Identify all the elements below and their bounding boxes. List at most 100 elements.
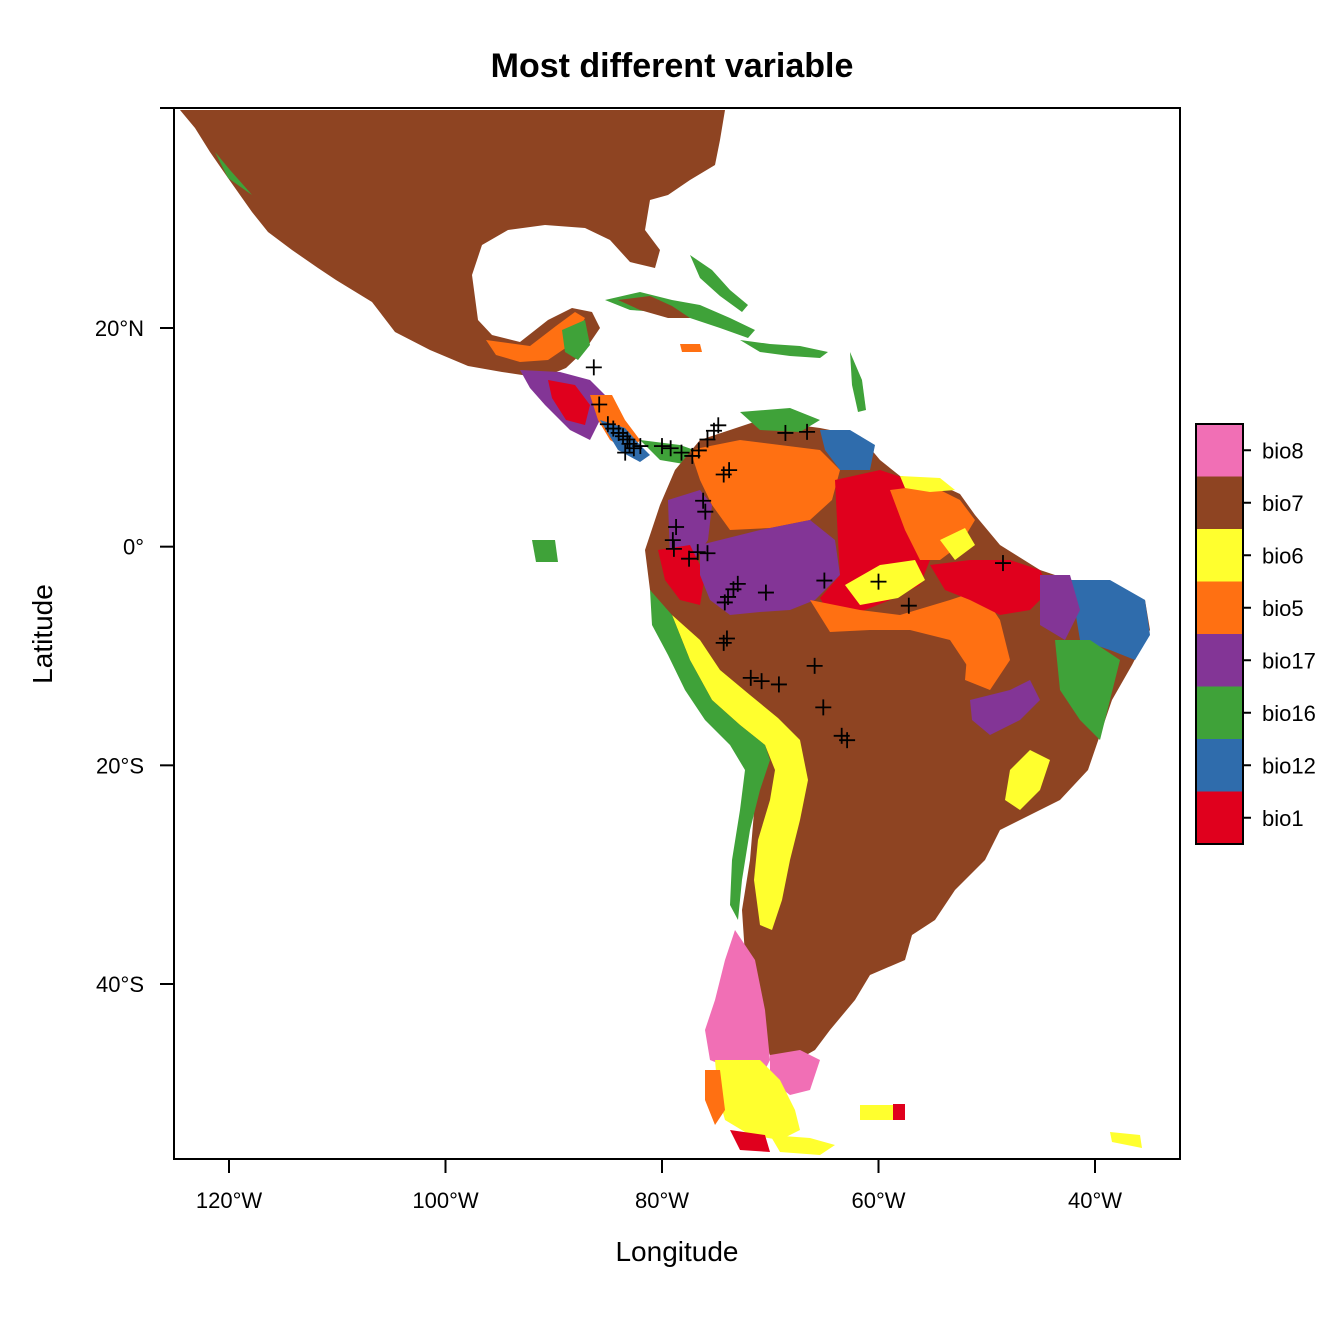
plot-frame	[173, 107, 1181, 1160]
legend-swatch-bio7	[1196, 476, 1243, 529]
region-central-brazil-bio5	[965, 620, 1010, 690]
legend-label-bio7: bio7	[1262, 491, 1304, 516]
legend-label-bio1: bio1	[1262, 806, 1304, 831]
legend-label-bio16: bio16	[1262, 701, 1316, 726]
occurrence-point	[757, 584, 774, 601]
occurrence-point	[617, 444, 634, 461]
occurrence-point	[994, 555, 1011, 572]
occurrence-point	[625, 440, 642, 457]
region-hispaniola-bio16	[740, 340, 828, 358]
x-tick-label: 100°W	[412, 1188, 479, 1213]
region-andes-bio16	[650, 590, 770, 920]
map-raster	[180, 110, 1150, 1155]
region-amazon-south-bio5	[810, 590, 1000, 670]
x-tick-label: 120°W	[196, 1188, 263, 1213]
chart-title: Most different variable	[491, 47, 854, 85]
region-colombia-bio5	[690, 440, 840, 530]
occurrence-point	[664, 532, 681, 549]
region-ecuador-bio1	[658, 545, 705, 605]
region-antilles-bio16	[850, 352, 866, 412]
occurrence-point	[742, 669, 759, 686]
region-galapagos-bio16	[532, 540, 558, 562]
occurrence-point	[621, 435, 638, 452]
region-venezuela-bio12	[820, 430, 875, 470]
legend-frame	[1195, 423, 1244, 845]
x-axis: 120°W 100°W 80°W 60°W 40°W	[196, 1159, 1122, 1213]
x-tick-label: 40°W	[1068, 1188, 1122, 1213]
occurrence-point	[777, 424, 794, 441]
occurrence-point	[870, 573, 887, 590]
occurrence-point	[716, 594, 733, 611]
y-tick-label: 20°S	[96, 753, 144, 778]
region-brazil-coast-bio6	[1005, 750, 1050, 810]
region-patagonia-bio5	[705, 1070, 725, 1125]
region-tierra-bio1	[730, 1130, 770, 1152]
occurrence-point	[753, 673, 770, 690]
occurrence-point	[591, 396, 608, 413]
legend-label-bio17: bio17	[1262, 648, 1316, 673]
occurrence-point	[806, 657, 823, 674]
y-tick-label: 0°	[123, 535, 144, 560]
occurrence-point	[770, 676, 787, 693]
occurrence-point	[619, 431, 636, 448]
legend-swatch-bio17	[1196, 634, 1243, 687]
region-patagonia-bio6	[715, 1060, 800, 1140]
region-central-america-bio1	[548, 380, 590, 425]
legend-label-bio5: bio5	[1262, 596, 1304, 621]
legend-swatch-bio12	[1196, 739, 1243, 792]
x-tick-label: 80°W	[635, 1188, 689, 1213]
occurrence-point	[695, 492, 712, 509]
occurrence-point	[610, 424, 627, 441]
y-tick-label: 40°S	[96, 972, 144, 997]
occurrence-point	[632, 438, 649, 455]
region-falklands-bio6	[860, 1105, 895, 1120]
region-patagonia-bio8b	[770, 1050, 820, 1095]
region-cuba-bio7	[618, 296, 690, 318]
x-axis-title: Longitude	[615, 1236, 738, 1267]
region-mexico-coast-bio16	[215, 152, 252, 195]
occurrence-point	[673, 444, 690, 461]
occurrence-point	[715, 466, 732, 483]
region-bahamas-bio16	[690, 255, 748, 312]
occurrence-point	[710, 417, 727, 434]
legend-label-bio8: bio8	[1262, 438, 1304, 463]
region-patagonia-bio8	[705, 930, 770, 1080]
occurrence-point	[699, 545, 716, 562]
region-brazil-bio17	[970, 680, 1040, 735]
region-northeast-bio17	[1040, 575, 1080, 640]
occurrence-point	[697, 503, 714, 520]
x-tick-label: 60°W	[851, 1188, 905, 1213]
legend-swatch-bio8	[1196, 424, 1243, 477]
legend-swatch-bio6	[1196, 529, 1243, 582]
y-axis: 20°N 0° 20°S 40°S	[95, 107, 174, 997]
legend: bio8 bio7 bio6 bio5 bio17 bio16 bio12 bio1	[1195, 423, 1316, 845]
region-tierra-bio6	[770, 1135, 835, 1155]
region-northeast-bio16	[1055, 640, 1120, 740]
legend-label-bio12: bio12	[1262, 753, 1316, 778]
occurrence-point	[689, 544, 706, 561]
region-central-america-bio16	[562, 320, 590, 360]
occurrence-point	[815, 699, 832, 716]
legend-label-bio6: bio6	[1262, 543, 1304, 568]
occurrence-point	[585, 359, 602, 376]
region-guiana-bio6	[900, 476, 955, 492]
occurrence-points	[585, 359, 1011, 749]
region-andes-bio6	[672, 615, 808, 930]
occurrence-point	[662, 440, 679, 457]
occurrence-point	[681, 550, 698, 567]
region-south-georgia-bio6	[1110, 1132, 1142, 1148]
y-tick-label: 20°N	[95, 316, 144, 341]
occurrence-point	[690, 442, 707, 459]
legend-swatch-bio16	[1196, 686, 1243, 739]
occurrence-point	[699, 431, 716, 448]
occurrence-point	[816, 572, 833, 589]
region-central-america-bio5	[486, 312, 585, 362]
occurrence-point	[654, 438, 670, 455]
region-venezuela-bio16	[740, 408, 820, 432]
region-hispaniola-bio5	[680, 344, 702, 352]
legend-swatch-bio5	[1196, 581, 1243, 634]
legend-swatch-bio1	[1196, 791, 1243, 844]
occurrence-point	[799, 423, 816, 440]
occurrence-point	[668, 518, 685, 535]
